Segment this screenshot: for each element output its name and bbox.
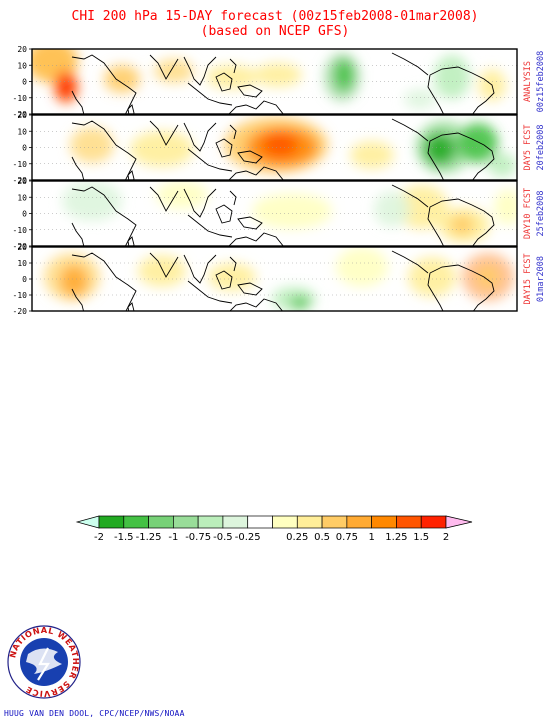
lat-tick-label: 20 [17,177,27,186]
panel-label: DAY10 FCST [523,188,533,239]
colorbar-tick-label: -0.5 [213,532,233,543]
lat-tick-label: 20 [17,45,27,54]
lat-tick-label: 10 [17,259,27,268]
lat-tick-label: -10 [13,291,28,300]
map-subtitle: (based on NCEP GFS) [200,24,350,39]
colorbar-tick-label: -1.5 [114,532,134,543]
colorbar-tick-label: -0.75 [185,532,211,543]
panel-date: 20feb2008 [536,124,546,170]
colorbar-tick-label: 2 [443,532,449,543]
logo-cloud-shape [26,648,62,674]
colorbar-max-arrow [445,515,473,529]
colorbar-tick-label: 1.5 [413,532,429,543]
panel-label: DAY5 FCST [523,124,533,170]
panel-label: DAY15 FCST [523,253,533,304]
colorbar-swatch [321,515,348,529]
colorbar-tick-label: -1.25 [136,532,162,543]
colorbar-tick-label: 1 [368,532,374,543]
colorbar-swatch [222,515,249,529]
lat-tick-label: 20 [17,111,27,120]
lat-tick-label: -10 [13,160,28,169]
colorbar-swatch [98,515,125,529]
lat-tick-label: 10 [17,193,27,202]
lat-tick-label: -20 [13,307,28,316]
lat-tick-label: -10 [13,94,28,103]
colorbar-swatch [148,515,174,529]
colorbar-tick-label: -1 [168,532,178,543]
color-legend: -2 -1.5 -1.25 -1 -0.75 -0.5 -0.25 0.25 0.5 0.75 1 1… [75,515,473,543]
lightning-icon [37,647,50,681]
lat-tick-label: 20 [17,243,27,252]
lat-tick-label: 10 [17,127,27,136]
lat-tick-label: 0 [22,275,27,284]
panel-date: 25feb2008 [536,190,546,236]
map-panel: 20 10 0 -10 -20 ANALYSIS 00z15feb2008 [13,45,546,119]
colorbar-tick-label: 0.5 [314,532,330,543]
colorbar-swatch [420,515,447,529]
colorbar-tick-label: 0.25 [286,532,308,543]
panel-date: 00z15feb2008 [536,51,546,112]
colorbar-swatch [123,515,149,529]
colorbar-swatch [197,515,224,529]
colorbar-min-arrow [75,515,100,529]
lat-tick-label: -20 [13,110,28,119]
panel-date: 01mar2008 [536,256,546,302]
map-title: CHI 200 hPa 15-DAY forecast (00z15feb200… [71,9,479,24]
lat-tick-label: 0 [22,144,27,153]
lat-tick-label: -10 [13,226,28,235]
colorbar-tick-label: -2 [94,532,104,543]
lat-tick-label: -20 [13,242,28,251]
credit-line: HUUG VAN DEN DOOL, CPC/NCEP/NWS/NOAA [4,709,185,718]
map-panel: 20 10 0 -10 -20 DAY15 FCST 01mar2008 [13,243,546,316]
lat-tick-label: 0 [22,78,27,87]
colorbar-tick-label: 0.75 [336,532,358,543]
map-panel: 20 10 0 -10 -20 DAY5 FCST 20feb2008 [13,111,546,185]
colorbar-swatch [272,515,298,529]
lat-tick-label: -20 [13,176,28,185]
colorbar-swatch [371,515,397,529]
panel-label: ANALYSIS [523,61,533,102]
nws-logo: NATIONAL WEATHER SERVICE [7,625,81,699]
lat-tick-label: 0 [22,210,27,219]
colorbar-swatch [346,515,372,529]
colorbar-tick-label: 1.25 [385,532,407,543]
colorbar-swatch [173,515,199,529]
colorbar-swatch [396,515,422,529]
colorbar-tick-label: -0.25 [235,532,261,543]
lat-tick-label: 10 [17,61,27,70]
map-panel: 20 10 0 -10 -20 DAY10 FCST 25feb2008 [13,177,546,251]
colorbar-swatch [296,515,323,529]
colorbar-swatch [247,515,273,529]
